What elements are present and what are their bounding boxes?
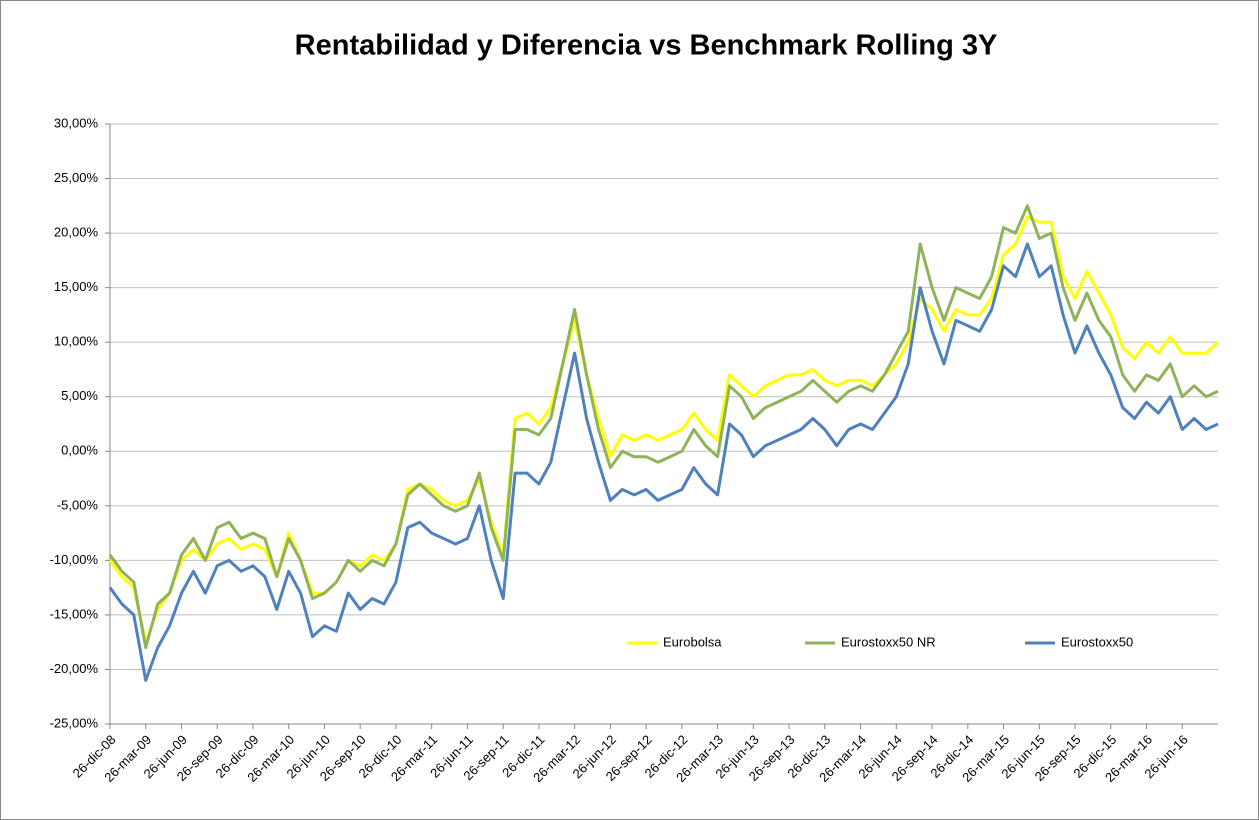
series-line [108,204,1219,650]
y-tick-label: 5,00% [61,388,98,403]
y-tick-label: -5,00% [57,497,99,512]
y-tick-label: -10,00% [50,552,99,567]
legend-label: Eurostoxx50 [1061,634,1133,649]
y-tick-label: 10,00% [54,334,99,349]
series-line [108,242,1219,682]
y-tick-label: 25,00% [54,170,99,185]
y-tick-label: 15,00% [54,279,99,294]
y-tick-label: 0,00% [61,443,98,458]
y-tick-label: 20,00% [54,225,99,240]
legend-label: Eurobolsa [663,634,722,649]
y-tick-label: -15,00% [50,606,99,621]
legend-label: Eurostoxx50 NR [841,634,936,649]
y-tick-label: -20,00% [50,661,99,676]
y-tick-label: 30,00% [54,115,99,130]
chart-title: Rentabilidad y Diferencia vs Benchmark R… [295,30,998,62]
y-tick-label: -25,00% [50,715,99,730]
